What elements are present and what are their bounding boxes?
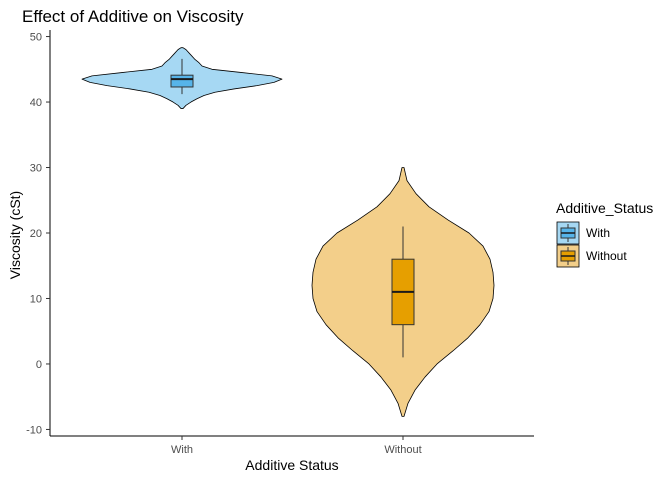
y-tick-label: 50 — [30, 32, 42, 44]
legend-key-with — [556, 221, 580, 245]
x-axis-ticks: With Without — [171, 436, 422, 456]
legend-key-without — [556, 244, 580, 268]
chart-title: Effect of Additive on Viscosity — [22, 7, 244, 26]
plot-panel — [81, 47, 495, 417]
y-tick-label: 30 — [30, 163, 42, 175]
y-tick-label: 20 — [30, 228, 42, 240]
y-axis-title: Viscosity (cSt) — [7, 191, 23, 279]
x-tick-label: With — [171, 444, 193, 456]
violin-group-with — [81, 47, 283, 109]
y-tick-label: -10 — [26, 424, 42, 436]
legend-label: Without — [586, 249, 627, 263]
legend-label: With — [586, 226, 610, 240]
y-tick-label: 0 — [36, 359, 42, 371]
legend-title: Additive_Status — [556, 200, 653, 216]
y-tick-label: 10 — [30, 293, 42, 305]
x-tick-label: Without — [384, 444, 421, 456]
legend: Additive_Status With Without — [556, 200, 653, 268]
y-axis-ticks: -10 0 10 20 30 40 50 — [26, 32, 50, 436]
violin-group-without — [311, 167, 495, 417]
box-iqr — [170, 74, 194, 88]
y-tick-label: 40 — [30, 97, 42, 109]
x-axis-title: Additive Status — [245, 457, 338, 473]
